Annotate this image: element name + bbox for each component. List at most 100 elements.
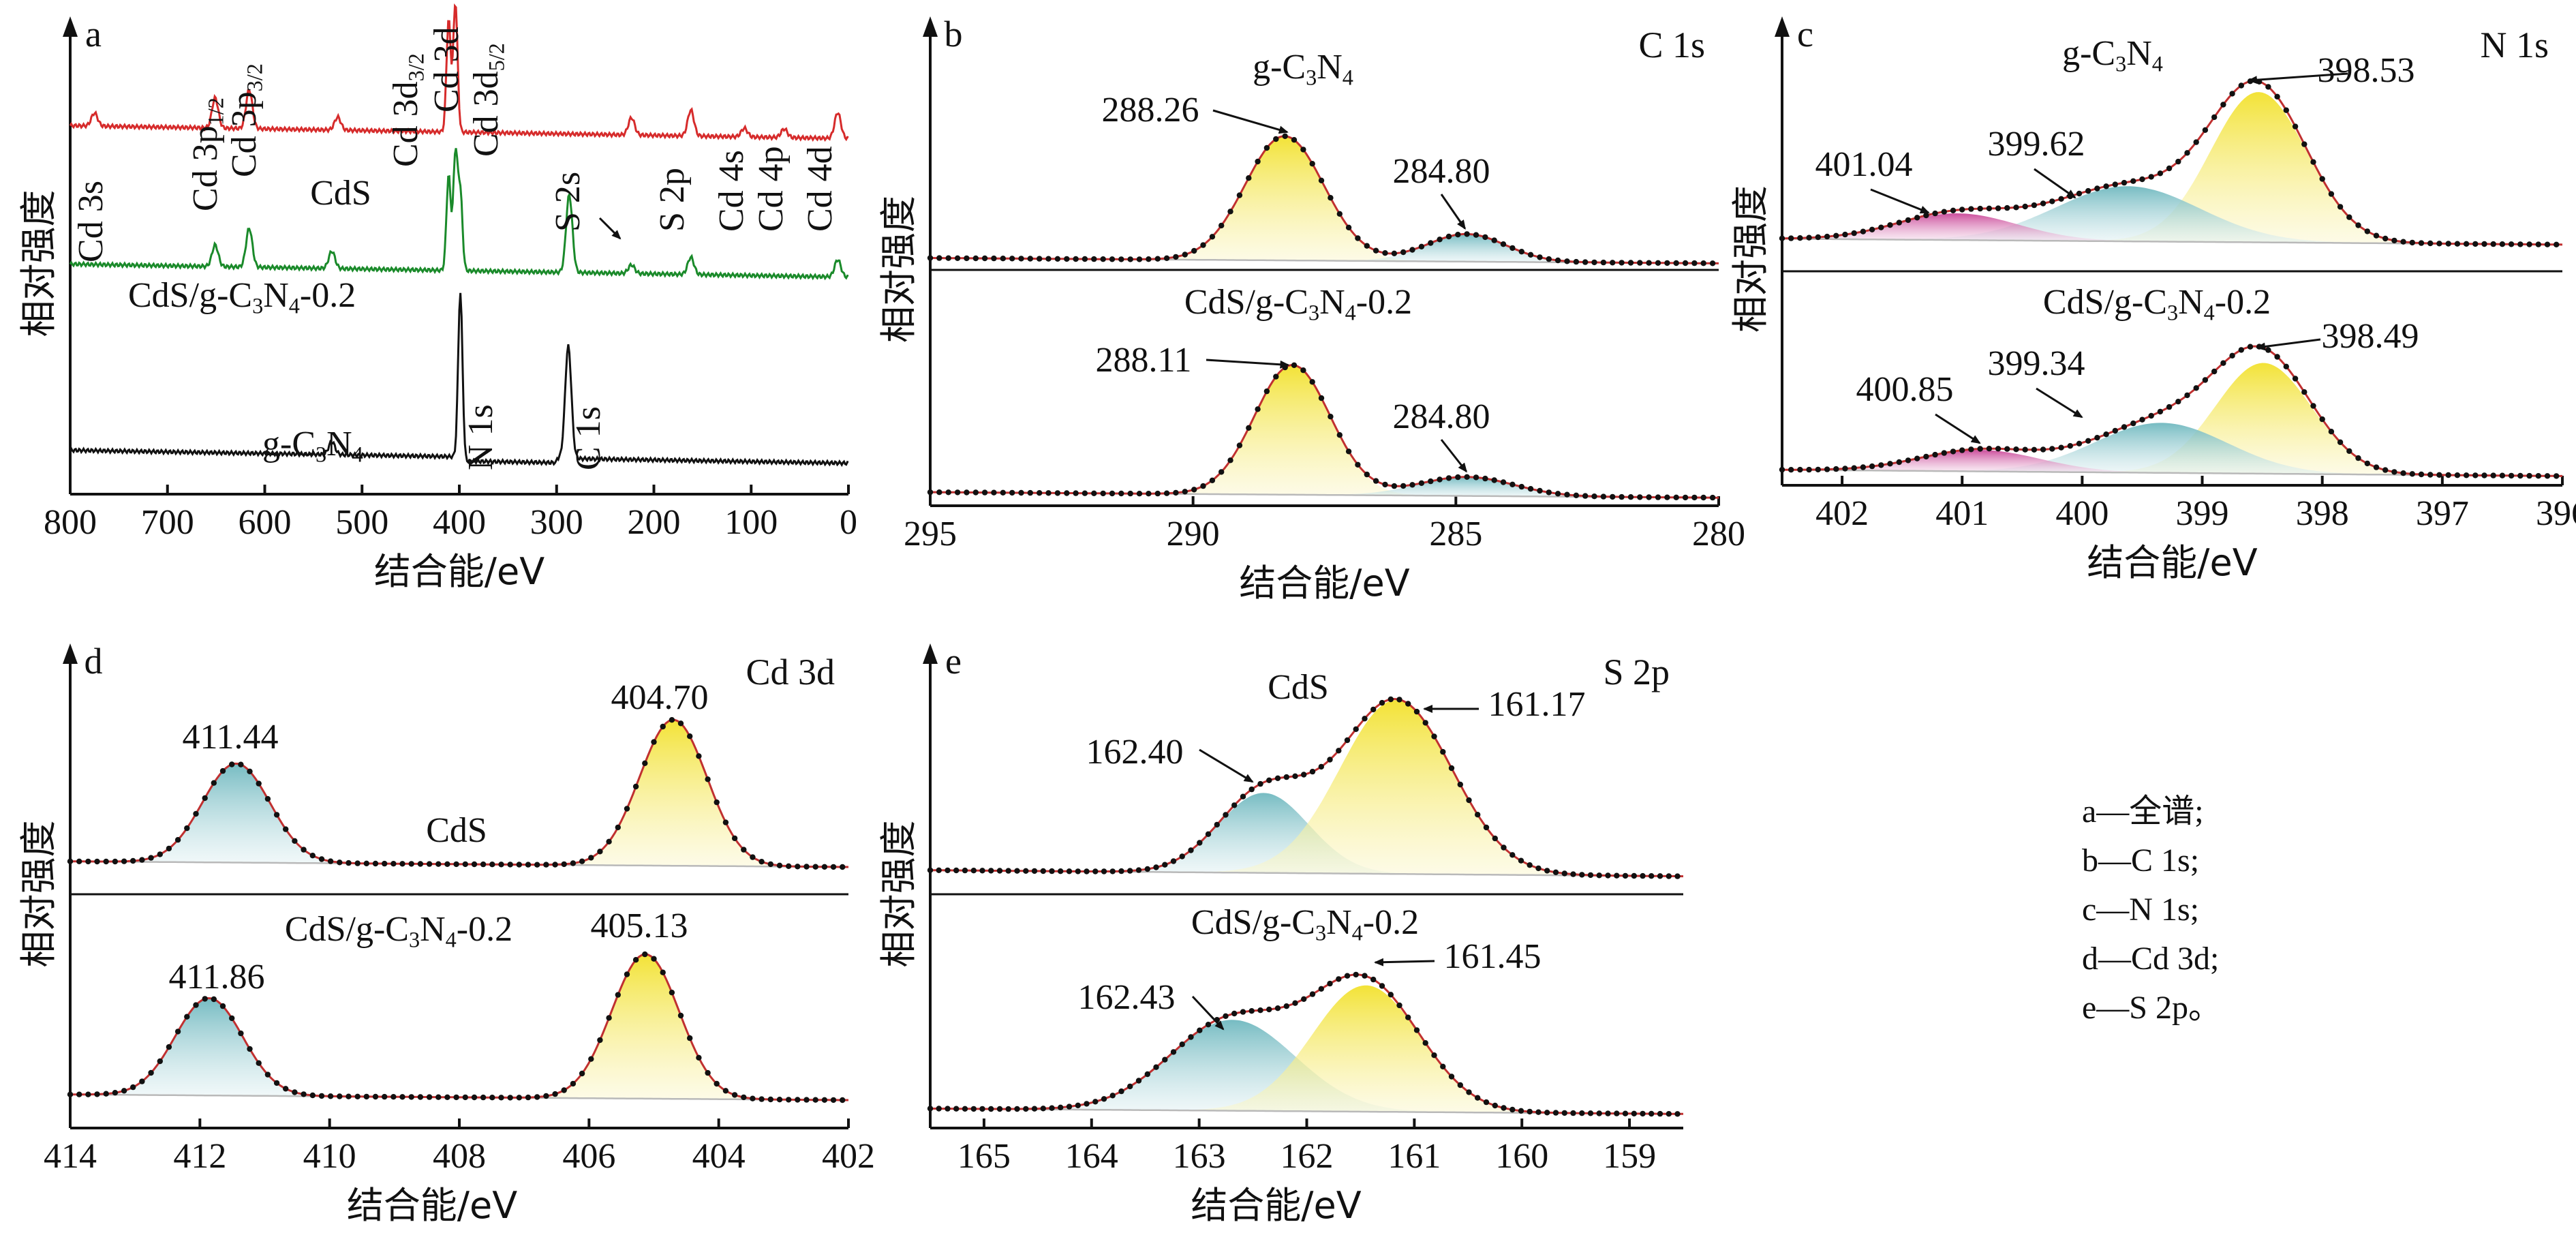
data-point	[1209, 477, 1216, 483]
data-point	[927, 489, 934, 496]
data-point	[2211, 368, 2218, 375]
data-point	[1205, 1022, 1212, 1028]
legend-item-b: b—C 1s;	[2082, 842, 2200, 879]
data-point	[642, 951, 648, 958]
data-point	[1527, 252, 1534, 258]
data-point	[1554, 491, 1561, 497]
data-point	[1300, 367, 1306, 374]
data-point	[1905, 217, 1912, 224]
data-point	[1413, 708, 1420, 715]
data-point	[2535, 241, 2541, 247]
data-point	[1422, 720, 1428, 726]
data-point	[979, 1106, 985, 1112]
data-point	[1379, 983, 1385, 989]
data-point	[1173, 489, 1179, 496]
data-point	[1546, 256, 1552, 262]
data-point	[264, 795, 271, 802]
data-point	[489, 862, 495, 868]
data-point	[247, 1046, 253, 1052]
data-point	[1200, 242, 1206, 248]
data-point	[1614, 1110, 1620, 1116]
data-point	[1327, 980, 1333, 987]
data-point	[2319, 176, 2325, 182]
sample-label-top: g-C3N4	[2062, 34, 2163, 76]
data-point	[1682, 494, 1689, 501]
data-point	[2409, 471, 2415, 477]
data-point	[337, 859, 343, 866]
data-point	[1309, 161, 1315, 167]
data-point	[840, 1097, 846, 1104]
annotation-bottom-1: 400.85	[1856, 370, 1954, 409]
data-point	[2418, 471, 2425, 478]
annotation-arrow	[1935, 413, 1981, 444]
data-point	[1709, 260, 1716, 267]
data-point	[1445, 233, 1452, 240]
data-point	[363, 860, 369, 867]
data-point	[2427, 472, 2434, 478]
data-point	[651, 739, 657, 745]
data-point	[1127, 1083, 1133, 1090]
data-point	[830, 864, 837, 870]
data-point	[1941, 450, 1947, 456]
data-point	[1136, 256, 1143, 262]
label-cds-sample: CdS	[310, 174, 371, 213]
data-point	[1959, 207, 1965, 213]
data-point	[1040, 1106, 1047, 1112]
data-point	[1144, 1071, 1151, 1078]
data-point	[1646, 494, 1652, 500]
data-point	[2067, 443, 2073, 449]
peak-component-404.7	[564, 720, 783, 867]
data-point	[1600, 493, 1607, 500]
data-point	[927, 255, 934, 261]
data-point	[139, 1078, 145, 1084]
data-point	[2517, 241, 2524, 247]
data-point	[1082, 490, 1088, 496]
data-point	[1779, 466, 1785, 473]
data-point	[417, 861, 424, 867]
x-tick-label-161: 161	[1387, 1137, 1441, 1176]
data-point	[1373, 478, 1379, 484]
data-point	[2166, 404, 2173, 410]
x-tick-label-285: 285	[1429, 515, 1482, 553]
data-point	[1362, 716, 1368, 722]
data-point	[1396, 1002, 1402, 1009]
data-point	[1373, 247, 1379, 254]
data-point	[283, 826, 289, 832]
peak-component-401.04	[1797, 213, 2119, 241]
data-point	[354, 860, 361, 866]
data-point	[1014, 1106, 1020, 1112]
data-point	[830, 1097, 837, 1104]
data-point	[363, 1093, 369, 1100]
data-point	[2355, 222, 2361, 228]
data-point	[337, 1093, 343, 1099]
annotation-arrow	[1199, 748, 1254, 783]
data-point	[1162, 1056, 1168, 1063]
data-point	[498, 862, 504, 868]
data-point	[2022, 446, 2028, 453]
data-point	[1257, 780, 1263, 787]
data-point	[480, 1094, 487, 1101]
data-point	[750, 854, 756, 860]
data-point	[2499, 472, 2506, 478]
data-point	[1405, 701, 1411, 707]
data-point	[1309, 991, 1316, 997]
data-point	[687, 733, 693, 740]
data-point	[2175, 399, 2181, 405]
label-cd-3d52: Cd 3d5/2	[467, 43, 508, 157]
data-point	[1353, 971, 1359, 978]
data-point	[229, 761, 235, 767]
data-point	[2031, 202, 2038, 209]
label-s-2p: S 2p	[653, 168, 692, 232]
peak-component-288.11	[1169, 365, 1415, 496]
sample-label-bottom: CdS/g-C3N4-0.2	[1191, 903, 1419, 945]
data-point	[480, 861, 487, 868]
data-point	[1691, 260, 1698, 267]
panel-title: C 1s	[1638, 25, 1705, 65]
data-point	[1869, 463, 1875, 470]
data-point	[1391, 250, 1398, 256]
x-tick-label-100: 100	[724, 503, 778, 542]
data-point	[1673, 260, 1679, 267]
data-point	[1674, 873, 1681, 879]
panel-label-e: e	[945, 641, 962, 682]
